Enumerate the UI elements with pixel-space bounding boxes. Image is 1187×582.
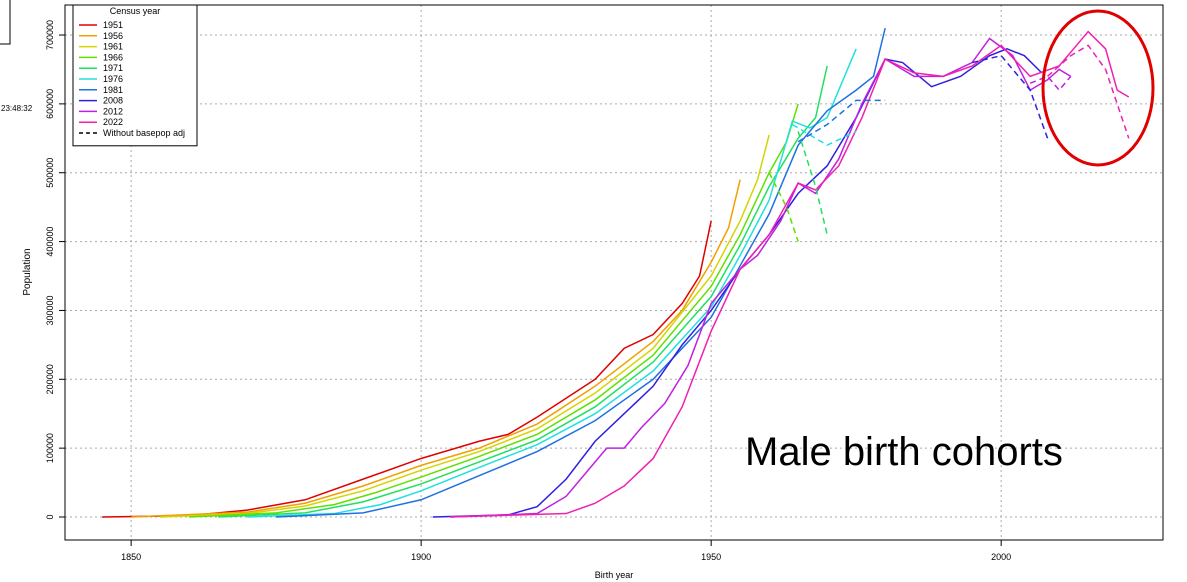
line: [131, 179, 741, 518]
plot-area: 0 100000 200000 300000 400000 500000 600000 700…: [45, 5, 1163, 562]
legend-label: 1951: [103, 20, 123, 30]
line: [102, 220, 712, 518]
y-axis-label: Population: [22, 248, 33, 295]
frame-fragment: [0, 0, 11, 45]
x-tick-label: 1850: [121, 552, 141, 562]
line: [247, 48, 857, 518]
y-tick-label: 600000: [45, 89, 55, 119]
line: [160, 134, 770, 518]
legend-box: [72, 4, 198, 147]
dashed-line: [791, 123, 857, 147]
legend-label: 1966: [103, 52, 123, 62]
x-tick-label: 1950: [701, 552, 721, 562]
legend-label: 1976: [103, 74, 123, 84]
dashed-line: [1047, 44, 1130, 139]
y-tick-label: 100000: [45, 433, 55, 463]
legend-label: 2012: [103, 106, 123, 116]
y-tick-label: 400000: [45, 227, 55, 257]
dashed-line: [768, 172, 799, 242]
dashed-line: [797, 99, 886, 143]
dashed-line: [797, 131, 828, 235]
highlight-circle: [1041, 9, 1155, 167]
y-tick-label: 200000: [45, 364, 55, 394]
legend-label: 1981: [103, 85, 123, 95]
legend-label: 2022: [103, 117, 123, 127]
x-tick-label: 1900: [411, 552, 431, 562]
legend-title: Census year: [110, 6, 161, 16]
y-tick-label: 300000: [45, 295, 55, 325]
legend-label: 1956: [103, 31, 123, 41]
legend-label: 2008: [103, 96, 123, 106]
plot-border: [64, 4, 1164, 541]
annotation: Male birth cohorts: [745, 430, 1063, 474]
x-axis-label: Birth year: [595, 570, 634, 580]
y-tick-label: 0: [45, 514, 55, 519]
y-tick-label: 500000: [45, 158, 55, 188]
line: [450, 30, 1130, 518]
dashed-line: [971, 54, 1049, 139]
legend-label: Without basepop adj: [103, 128, 185, 138]
dashed-line: [1029, 75, 1072, 92]
legend-label: 1961: [103, 42, 123, 52]
legend-label: 1971: [103, 63, 123, 73]
line: [276, 27, 886, 518]
line: [218, 65, 828, 518]
line: [189, 103, 799, 518]
legend: Census year19511956196119661971197619812…: [72, 4, 198, 147]
timestamp: 23:48:32: [1, 104, 33, 113]
y-tick-label: 700000: [45, 20, 55, 50]
x-tick-label: 2000: [991, 552, 1011, 562]
